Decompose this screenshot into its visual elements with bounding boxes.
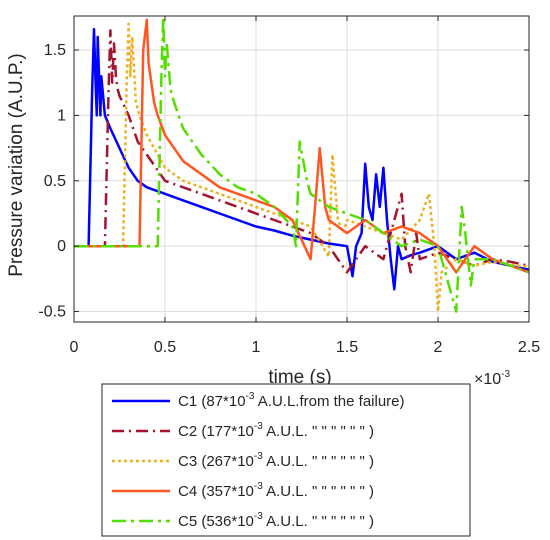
y-tick-label: 0.5 [44,173,66,190]
x-tick-label: 1 [252,339,261,356]
series-line-c4 [74,18,530,274]
legend-label-c2: C2 (177*10-3 A.U.L. " " " " " " ) [178,421,374,440]
x-tick-label: 2 [434,339,443,356]
y-tick-label: -0.5 [38,304,66,321]
legend-label-c3: C3 (267*10-3 A.U.L. " " " " " " ) [178,451,374,470]
x-tick-label: 0 [70,339,79,356]
y-tick-label: 1.5 [44,42,66,59]
x-tick-label: 2.5 [518,339,540,356]
legend-label-c1: C1 (87*10-3 A.U.L.from the failure) [178,391,405,410]
axis-ticks: 0 0.5 1 1.5 2 2.5 -0.5 0 0.5 1 1.5 [38,16,540,356]
plot-area-frame [73,15,530,323]
x-axis-title: time (s) [268,367,331,388]
series-line-c2 [74,29,530,274]
legend-box [101,383,471,537]
series-line-c5 [74,16,530,313]
x-exponent-label: ×10-3 [474,369,510,388]
y-axis-title: Pressure variation (A.U.P.) [6,53,27,277]
legend-label-c4: C4 (357*10-3 A.U.L. " " " " " " ) [178,481,374,500]
legend-label-c5: C5 (536*10-3 A.U.L. " " " " " " ) [178,511,374,530]
y-tick-label: 0 [57,238,66,255]
legend: C1 (87*10-3 A.U.L.from the failure) C2 (1… [101,383,471,537]
x-tick-label: 1.5 [336,339,358,356]
x-tick-label: 0.5 [154,339,176,356]
y-tick-label: 1 [57,107,66,124]
plot-series [74,16,530,313]
